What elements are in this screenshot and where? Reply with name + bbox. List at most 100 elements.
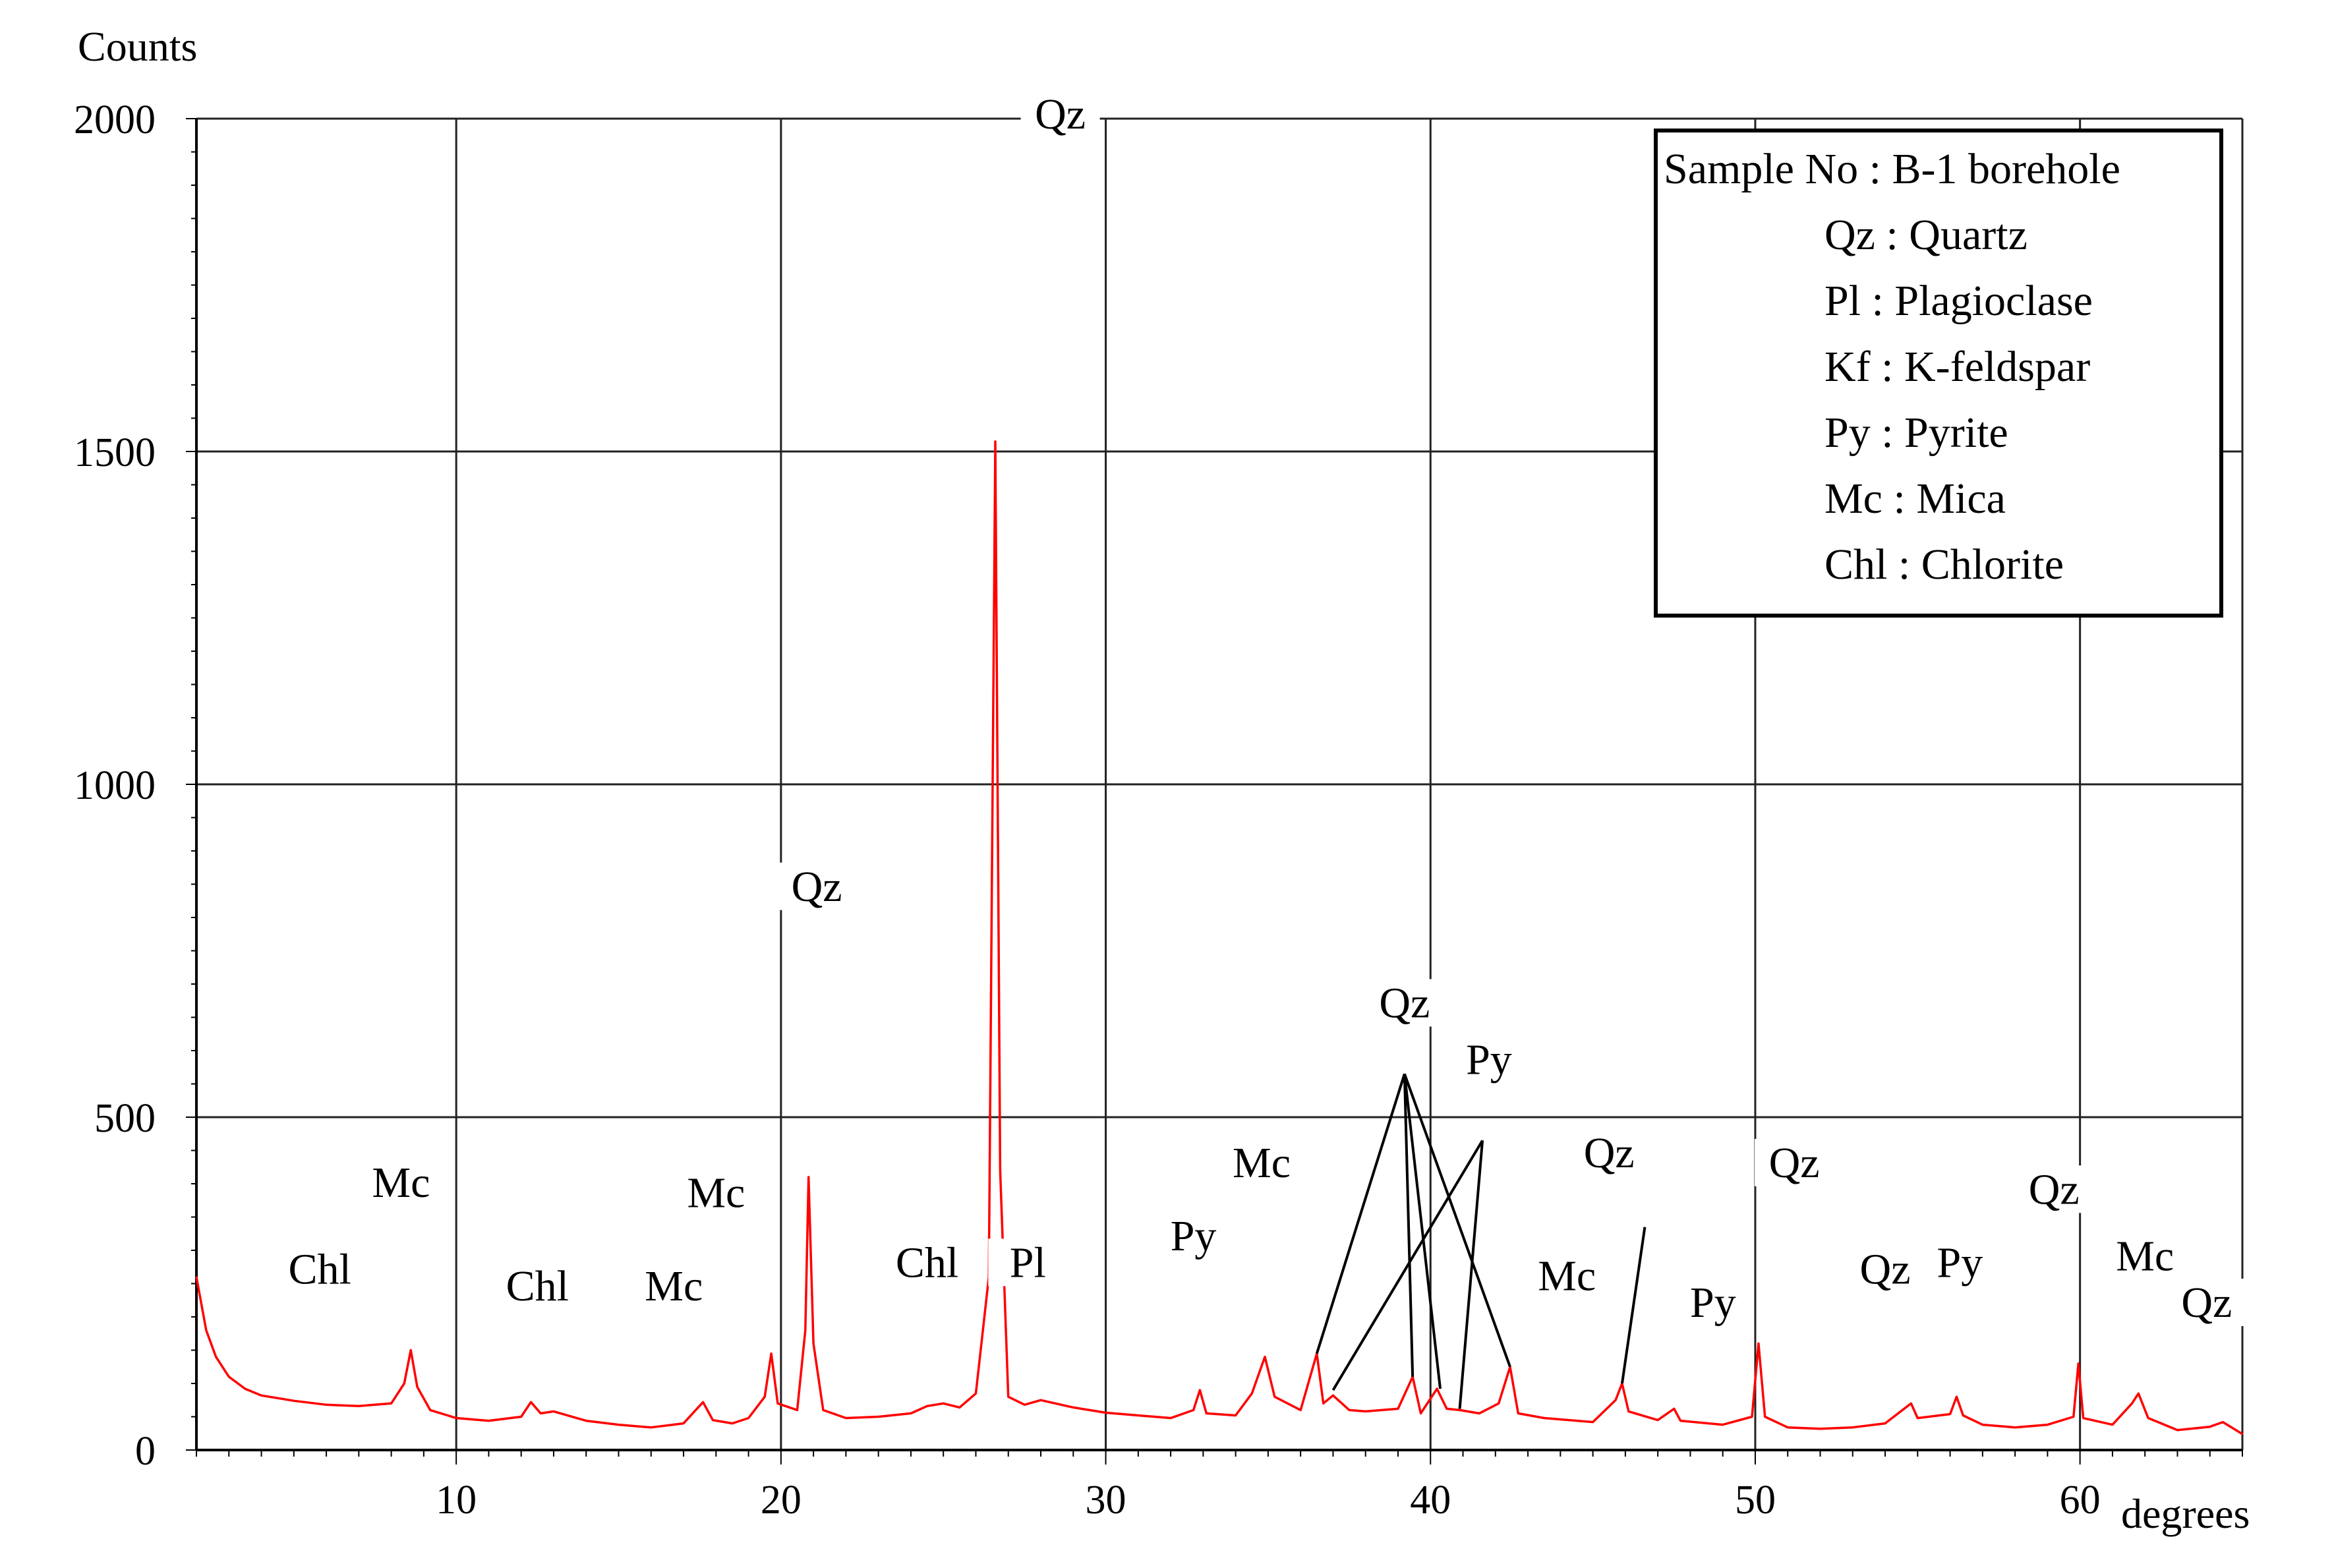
peak-label: Py: [1466, 1035, 1512, 1084]
data-point: [293, 1400, 295, 1402]
legend: Sample No : B-1 borehole Qz : Quartz Pl :…: [1654, 129, 2223, 618]
annotation-backdrop: [777, 862, 857, 910]
data-point: [1498, 1403, 1500, 1405]
annotation-backdrop: [2105, 1232, 2185, 1280]
data-point: [416, 1385, 419, 1388]
annotation-backdrop: [1222, 1138, 1302, 1186]
peak-label: Qz: [1769, 1139, 1820, 1187]
data-point: [1322, 1403, 1324, 1405]
annotation-backdrop: [1364, 979, 1444, 1027]
y-tick-label: 0: [135, 1429, 156, 1474]
peak-label: Qz: [2029, 1165, 2080, 1213]
data-point: [1235, 1414, 1237, 1416]
data-point: [770, 1352, 773, 1354]
annotation-backdrop: [498, 1262, 577, 1310]
data-point: [764, 1396, 766, 1398]
data-point: [1679, 1420, 1681, 1422]
data-point: [1137, 1414, 1140, 1416]
data-point: [1478, 1412, 1480, 1414]
annotation-backdrop: [280, 1245, 360, 1293]
data-point: [682, 1422, 685, 1424]
annotation-backdrop: [1527, 1252, 1607, 1300]
annotation-backdrop: [2167, 1279, 2246, 1326]
peak-label: Qz: [1584, 1129, 1635, 1177]
data-point: [747, 1417, 749, 1419]
data-point: [1192, 1409, 1194, 1411]
y-tick-label: 500: [94, 1096, 156, 1141]
data-point: [2014, 1426, 2016, 1428]
annotation-backdrop: [1846, 1245, 1925, 1293]
peak-label: Mc: [2116, 1232, 2174, 1280]
data-point: [2072, 1416, 2074, 1418]
data-point: [926, 1405, 928, 1407]
data-point: [429, 1409, 431, 1411]
peak-label: Chl: [289, 1246, 351, 1294]
annotation-backdrop: [1569, 1128, 1649, 1176]
data-point: [1627, 1410, 1629, 1412]
data-point: [1981, 1424, 1983, 1426]
peak-label: Pl: [1010, 1238, 1046, 1287]
data-point: [455, 1417, 457, 1419]
legend-entry: Chl : Chlorite: [1824, 540, 2064, 589]
data-point: [877, 1416, 879, 1418]
data-point: [2131, 1403, 2133, 1405]
annotation-backdrop: [1920, 1238, 2000, 1287]
x-tick-label: 10: [436, 1478, 477, 1523]
data-point: [999, 1169, 1001, 1172]
data-point: [1949, 1413, 1951, 1415]
data-point: [1917, 1417, 1919, 1419]
data-point: [195, 1276, 198, 1278]
data-point: [1962, 1414, 1964, 1416]
data-point: [1819, 1428, 1821, 1430]
annotation-leader-line: [1458, 1140, 1484, 1409]
data-point: [1673, 1408, 1675, 1410]
annotation-backdrop: [1020, 90, 1100, 138]
data-point: [1517, 1412, 1519, 1414]
data-point: [1787, 1426, 1789, 1428]
peak-label: Py: [1690, 1279, 1736, 1327]
data-point: [1332, 1395, 1334, 1397]
data-point: [1956, 1396, 1958, 1398]
data-point: [1206, 1412, 1208, 1414]
data-point: [975, 1393, 977, 1395]
data-point: [2241, 1433, 2244, 1435]
annotation-backdrop: [1153, 1212, 1233, 1260]
legend-entry: Mc : Mica: [1824, 475, 2006, 523]
data-point: [244, 1387, 247, 1390]
data-point: [776, 1403, 779, 1405]
data-point: [2222, 1421, 2224, 1423]
peak-label: Qz: [2181, 1279, 2232, 1327]
data-point: [731, 1422, 734, 1424]
legend-entry: Qz : Quartz: [1824, 211, 2028, 259]
data-point: [2047, 1424, 2049, 1426]
data-point: [1764, 1416, 1766, 1418]
data-point: [2209, 1426, 2211, 1428]
data-point: [1445, 1408, 1448, 1410]
legend-entry: Py : Pyrite: [1824, 409, 2008, 457]
data-point: [1852, 1426, 1853, 1428]
peak-label: Mc: [1538, 1252, 1596, 1300]
data-point: [845, 1417, 847, 1419]
data-point: [712, 1419, 714, 1421]
annotation-backdrop: [634, 1262, 714, 1310]
annotation-backdrop: [887, 1238, 967, 1287]
annotation-backdrop: [361, 1159, 441, 1207]
data-point: [1910, 1403, 1912, 1405]
x-tick-label: 20: [761, 1478, 802, 1523]
axes: 0 500 1000 1500 2000 10 20 30 40 50 60: [74, 98, 2243, 1523]
data-point: [1420, 1412, 1422, 1414]
data-point: [2138, 1393, 2140, 1395]
peak-label: Chl: [506, 1262, 569, 1310]
data-point: [650, 1426, 652, 1428]
peak-label: Mc: [1233, 1139, 1291, 1187]
annotation-leader-line: [1331, 1140, 1484, 1391]
data-point: [530, 1401, 532, 1403]
y-tick-label: 1000: [74, 763, 156, 808]
data-point: [1072, 1407, 1074, 1408]
data-point: [552, 1410, 555, 1412]
data-point: [2078, 1362, 2080, 1364]
peak-label: Qz: [1035, 90, 1086, 138]
annotation-backdrop: [988, 1238, 1068, 1287]
